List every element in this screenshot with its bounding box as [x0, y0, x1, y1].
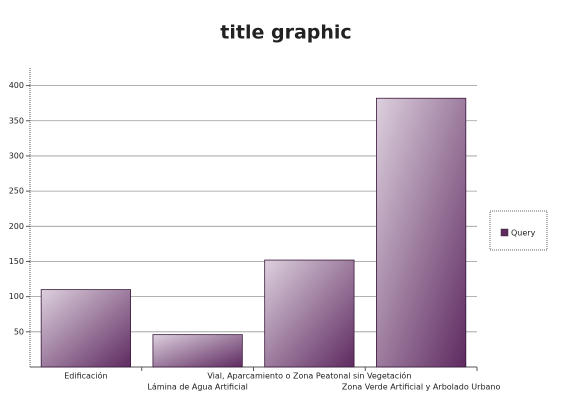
legend-swatch	[500, 228, 509, 237]
y-tick-label: 200	[9, 222, 24, 231]
y-tick-label: 100	[9, 292, 24, 301]
bar	[40, 289, 131, 368]
y-tick-label: 150	[9, 257, 24, 266]
legend-box	[489, 210, 548, 251]
bar	[376, 97, 467, 368]
chart-title: title graphic	[220, 22, 351, 44]
bar	[264, 259, 355, 368]
x-tick-label: Vial, Aparcamiento o Zona Peatonal sin V…	[207, 371, 411, 381]
y-tick-label: 300	[9, 151, 24, 160]
y-tick-label: 250	[9, 187, 24, 196]
legend-label: Query	[511, 229, 536, 238]
bar	[152, 334, 243, 368]
y-tick-label: 400	[9, 81, 24, 90]
x-tick-label: Edificación	[64, 371, 107, 381]
y-tick-label: 50	[14, 327, 24, 336]
x-tick-label: Zona Verde Artificial y Arbolado Urbano	[342, 383, 501, 392]
x-tick-label: Lámina de Agua Artificial	[147, 383, 247, 392]
y-tick-label: 350	[9, 116, 24, 125]
